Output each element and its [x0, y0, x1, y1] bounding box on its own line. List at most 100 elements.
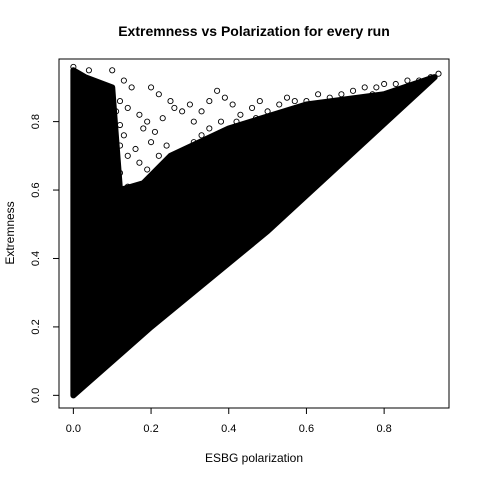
data-point	[128, 258, 135, 265]
data-point	[116, 142, 124, 149]
data-point	[190, 139, 197, 146]
data-point	[120, 132, 127, 139]
x-axis-label: ESBG polarization	[205, 451, 303, 465]
data-point	[214, 87, 221, 94]
data-point	[268, 118, 275, 125]
data-point	[311, 104, 318, 111]
data-point	[159, 166, 166, 173]
y-tick-label: 0.0	[30, 388, 42, 403]
data-point	[416, 77, 423, 84]
data-point	[109, 94, 116, 101]
data-point	[179, 108, 186, 115]
data-point	[113, 156, 120, 163]
data-point	[159, 115, 166, 122]
data-point	[151, 128, 158, 135]
data-point	[128, 200, 135, 207]
y-tick-label: 0.4	[30, 251, 42, 266]
y-axis-label: Extremness	[3, 201, 17, 264]
x-tick-label: 0.6	[299, 423, 314, 435]
data-point	[264, 108, 271, 115]
data-point	[140, 125, 147, 132]
data-point	[291, 98, 298, 105]
data-point	[113, 108, 120, 115]
dense-point-cloud	[70, 67, 438, 399]
points-layer	[70, 63, 442, 399]
data-point	[136, 193, 143, 200]
data-point	[124, 152, 131, 159]
data-point	[369, 91, 376, 98]
x-tick-label: 0.8	[376, 423, 391, 435]
data-point	[206, 125, 213, 132]
data-point	[182, 145, 190, 153]
y-axis: 0.0 0.2 0.4 0.6 0.8	[30, 114, 59, 403]
data-point	[140, 207, 147, 214]
data-point	[334, 101, 341, 108]
data-point	[350, 87, 357, 94]
y-tick-label: 0.8	[30, 114, 42, 129]
data-point	[132, 186, 139, 194]
data-point	[303, 98, 310, 105]
data-point	[128, 234, 135, 241]
data-point	[404, 77, 411, 84]
data-point	[381, 80, 388, 88]
chart-title: Extremness vs Polarization for every run	[118, 23, 390, 39]
data-point	[128, 84, 135, 91]
data-point	[280, 111, 287, 118]
data-point	[124, 183, 131, 190]
data-point	[241, 121, 248, 129]
data-point	[148, 139, 155, 146]
data-point	[144, 166, 151, 173]
data-point	[186, 101, 193, 108]
data-point	[233, 118, 240, 125]
data-point	[136, 159, 143, 166]
x-tick-label: 0.4	[221, 423, 236, 435]
data-point	[120, 214, 127, 221]
data-point	[276, 101, 283, 108]
data-point	[116, 121, 124, 129]
data-point	[229, 101, 236, 108]
data-point	[221, 94, 228, 101]
data-point	[283, 94, 291, 101]
data-point	[148, 173, 155, 180]
data-point	[346, 98, 353, 105]
data-point	[175, 156, 182, 163]
x-tick-label: 0.2	[143, 423, 158, 435]
data-point	[163, 142, 170, 149]
data-point	[167, 98, 174, 105]
data-point	[148, 84, 155, 91]
data-point	[249, 104, 256, 111]
data-point	[295, 108, 302, 115]
data-point	[144, 118, 151, 125]
data-point	[198, 108, 205, 115]
data-point	[124, 104, 131, 111]
data-point	[322, 104, 329, 111]
data-point	[167, 159, 174, 166]
data-point	[120, 252, 127, 259]
data-point	[155, 152, 162, 159]
data-point	[252, 115, 259, 122]
data-point	[190, 118, 197, 125]
data-point	[198, 132, 205, 139]
data-point	[136, 111, 143, 118]
data-point	[109, 67, 116, 74]
data-point	[237, 111, 244, 118]
data-point	[116, 98, 124, 105]
data-point	[256, 98, 263, 105]
data-point	[120, 77, 127, 84]
x-axis: 0.0 0.2 0.4 0.6 0.8	[66, 408, 392, 435]
data-point	[373, 84, 380, 91]
data-point	[116, 169, 124, 176]
data-point	[435, 70, 442, 77]
data-point	[124, 245, 131, 252]
data-point	[151, 186, 158, 194]
plot-frame	[58, 58, 450, 409]
data-point	[361, 84, 368, 91]
data-point	[206, 98, 213, 105]
y-tick-label: 0.6	[30, 182, 42, 197]
data-point	[85, 67, 92, 74]
data-point	[326, 94, 333, 101]
data-point	[392, 80, 399, 88]
data-point	[427, 74, 434, 81]
data-point	[315, 91, 322, 98]
